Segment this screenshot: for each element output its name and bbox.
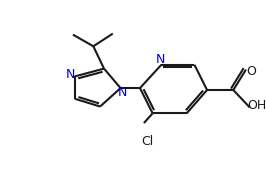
Text: N: N — [65, 68, 75, 81]
Text: OH: OH — [247, 99, 266, 112]
Text: N: N — [156, 53, 165, 66]
Text: N: N — [118, 87, 127, 99]
Text: O: O — [246, 65, 256, 78]
Text: Cl: Cl — [142, 135, 154, 148]
